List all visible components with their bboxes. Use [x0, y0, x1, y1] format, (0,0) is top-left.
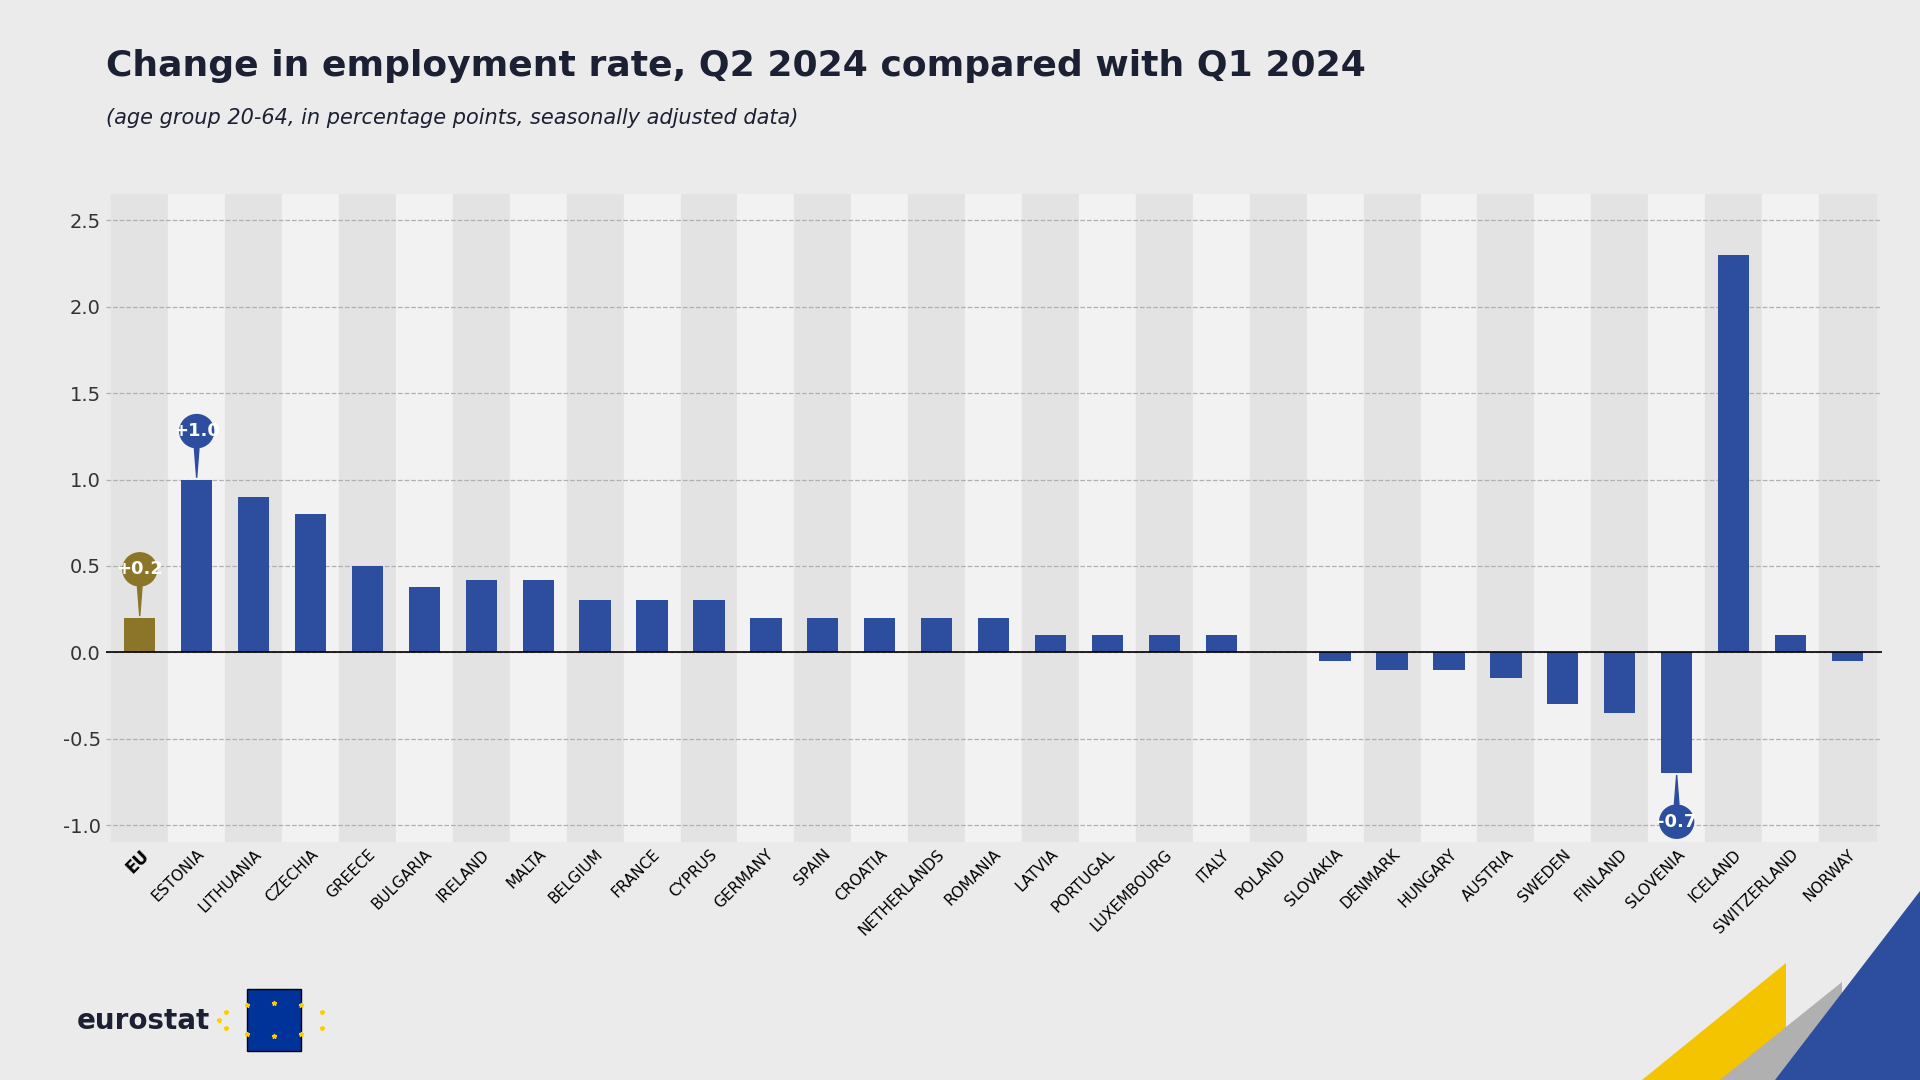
Bar: [467, 580, 497, 652]
Bar: [864, 618, 895, 652]
Bar: [966, 194, 1021, 842]
Bar: [225, 194, 282, 842]
Bar: [1478, 194, 1534, 842]
Text: eurostat: eurostat: [77, 1007, 209, 1035]
Bar: [1421, 194, 1478, 842]
Text: Change in employment rate, Q2 2024 compared with Q1 2024: Change in employment rate, Q2 2024 compa…: [106, 49, 1365, 82]
Bar: [580, 600, 611, 652]
Bar: [1363, 194, 1421, 842]
Bar: [795, 194, 851, 842]
Polygon shape: [138, 586, 142, 616]
Bar: [1250, 194, 1308, 842]
Bar: [1534, 194, 1592, 842]
Bar: [1377, 652, 1407, 670]
Polygon shape: [1720, 982, 1841, 1080]
Bar: [1705, 194, 1763, 842]
Ellipse shape: [179, 414, 215, 448]
Text: +1.0: +1.0: [173, 422, 221, 441]
Bar: [340, 194, 396, 842]
Bar: [1148, 635, 1181, 652]
Bar: [1603, 652, 1636, 713]
Bar: [1548, 652, 1578, 704]
Bar: [1818, 194, 1876, 842]
Bar: [1206, 635, 1236, 652]
Bar: [1718, 255, 1749, 652]
Ellipse shape: [123, 552, 157, 586]
Bar: [806, 618, 839, 652]
Bar: [624, 194, 680, 842]
Bar: [509, 194, 566, 842]
Bar: [1092, 635, 1123, 652]
Bar: [1137, 194, 1192, 842]
Polygon shape: [1642, 963, 1786, 1080]
Polygon shape: [1776, 891, 1920, 1080]
Bar: [169, 194, 225, 842]
Ellipse shape: [1659, 805, 1693, 839]
Bar: [1434, 652, 1465, 670]
Bar: [396, 194, 453, 842]
Bar: [922, 618, 952, 652]
Bar: [351, 566, 384, 652]
Bar: [680, 194, 737, 842]
Text: +0.2: +0.2: [117, 561, 163, 579]
Bar: [1832, 652, 1862, 661]
Bar: [1308, 194, 1363, 842]
Bar: [751, 618, 781, 652]
Bar: [908, 194, 966, 842]
Bar: [977, 618, 1010, 652]
Bar: [282, 194, 340, 842]
Bar: [1035, 635, 1066, 652]
Bar: [693, 600, 724, 652]
Bar: [453, 194, 509, 842]
Bar: [1592, 194, 1647, 842]
Bar: [111, 194, 169, 842]
Bar: [1192, 194, 1250, 842]
Bar: [851, 194, 908, 842]
Bar: [636, 600, 668, 652]
Bar: [409, 586, 440, 652]
Bar: [1079, 194, 1137, 842]
Bar: [1021, 194, 1079, 842]
Bar: [1661, 652, 1692, 773]
Bar: [1319, 652, 1352, 661]
Bar: [296, 514, 326, 652]
Bar: [566, 194, 624, 842]
Polygon shape: [1674, 775, 1678, 805]
Text: -0.7: -0.7: [1657, 812, 1697, 831]
Bar: [1774, 635, 1807, 652]
Bar: [238, 497, 269, 652]
Bar: [737, 194, 795, 842]
Bar: [1763, 194, 1818, 842]
FancyBboxPatch shape: [246, 989, 301, 1051]
Bar: [125, 618, 156, 652]
Text: (age group 20-64, in percentage points, seasonally adjusted data): (age group 20-64, in percentage points, …: [106, 108, 799, 129]
Bar: [1647, 194, 1705, 842]
Bar: [180, 480, 213, 652]
Bar: [522, 580, 553, 652]
Bar: [1490, 652, 1521, 678]
Polygon shape: [194, 448, 200, 477]
